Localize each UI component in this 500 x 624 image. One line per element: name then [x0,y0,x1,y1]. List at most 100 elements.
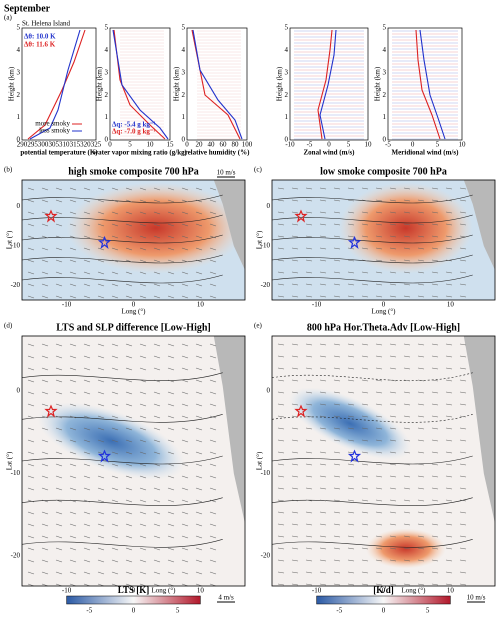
wind-arrow [195,247,203,251]
wind-arrow [361,187,369,190]
wind-arrow [209,379,217,383]
y-tick-label: 4 [383,46,387,54]
wind-arrow [55,271,63,275]
wind-arrow [277,511,285,514]
wind-arrow [459,511,467,514]
long-tick-label: 10 [197,587,205,595]
wind-arrow [139,367,147,371]
wind-arrow [153,403,161,407]
map-title: 800 hPa Hor.Theta.Adv [Low-High] [307,322,460,333]
wind-arrow [431,547,439,550]
wind-arrow [291,343,299,346]
wind-arrow [209,427,217,431]
wind-arrow [403,283,411,286]
wind-arrow [153,355,161,359]
wind-arrow [347,559,355,562]
y-tick-label: 4 [285,46,289,54]
wind-arrow [291,463,299,466]
wind-arrow [403,403,411,406]
wind-arrow [361,439,369,442]
wind-arrow [277,475,285,478]
scale-label: 10 m/s [217,169,236,177]
wind-arrow [305,583,313,586]
wind-arrow [361,523,369,526]
wind-arrow [291,571,299,574]
wind-arrow [209,535,217,539]
wind-arrow [55,511,63,515]
wind-arrow [125,451,133,455]
wind-arrow [111,547,119,551]
wind-arrow [55,199,63,203]
wind-arrow [83,211,91,215]
wind-arrow [139,415,147,419]
wind-arrow [431,247,439,250]
wind-arrow [417,187,425,190]
wind-arrow [361,427,369,430]
wind-arrow [291,403,299,406]
wind-arrow [389,367,397,370]
wind-arrow [69,463,77,467]
profile-line [29,29,81,140]
wind-arrow [41,379,49,383]
wind-arrow [347,187,355,190]
wind-arrow [209,547,217,551]
wind-arrow [83,439,91,443]
site-star [44,404,58,418]
y-tick-label: 2 [182,91,186,99]
wind-arrow [111,511,119,515]
wind-arrow [111,535,119,539]
site-label: St. Helena Island [22,20,71,28]
wind-arrow [445,283,453,286]
lat-axis-label: Lat (°) [256,230,264,249]
wind-arrow [139,235,147,239]
wind-arrow [41,571,49,575]
x-tick-label: 320 [80,141,91,149]
wind-arrow [27,235,35,239]
wind-arrow [55,295,63,299]
wind-arrow [167,523,175,527]
wind-arrow [333,187,341,190]
wind-arrow [153,211,161,215]
wind-arrow [97,415,105,419]
wind-arrow [459,199,467,202]
contour [21,214,223,224]
wind-arrow [459,559,467,562]
x-tick-label: 80 [232,141,240,149]
wind-arrow [459,271,467,274]
wind-arrow [403,547,411,550]
wind-arrow [403,343,411,346]
wind-arrow [361,343,369,346]
wind-arrow [347,547,355,550]
wind-arrow [291,547,299,550]
wind-arrow [97,271,105,275]
wind-arrow [403,355,411,358]
wind-arrow [209,271,217,275]
wind-arrow [83,199,91,203]
wind-arrow [361,403,369,406]
wind-arrow [195,211,203,215]
y-tick-label: 1 [383,113,387,121]
wind-arrow [403,511,411,514]
wind-arrow [167,415,175,419]
wind-arrow [195,379,203,383]
wind-arrow [167,571,175,575]
wind-arrow [195,427,203,431]
wind-arrow [125,415,133,419]
map-title: LTS and SLP difference [Low-High] [56,322,210,333]
wind-arrow [125,199,133,203]
wind-arrow [389,415,397,418]
wind-arrow [319,475,327,478]
panel-label: (d) [4,322,13,330]
wind-arrow [333,451,341,454]
wind-arrow [209,211,217,215]
wind-arrow [209,247,217,251]
wind-arrow [305,475,313,478]
wind-arrow [347,487,355,490]
wind-arrow [83,379,91,383]
wind-arrow [417,523,425,526]
wind-arrow [55,223,63,227]
wind-arrow [181,367,189,371]
wind-arrow [319,283,327,286]
map-frame [21,335,246,587]
